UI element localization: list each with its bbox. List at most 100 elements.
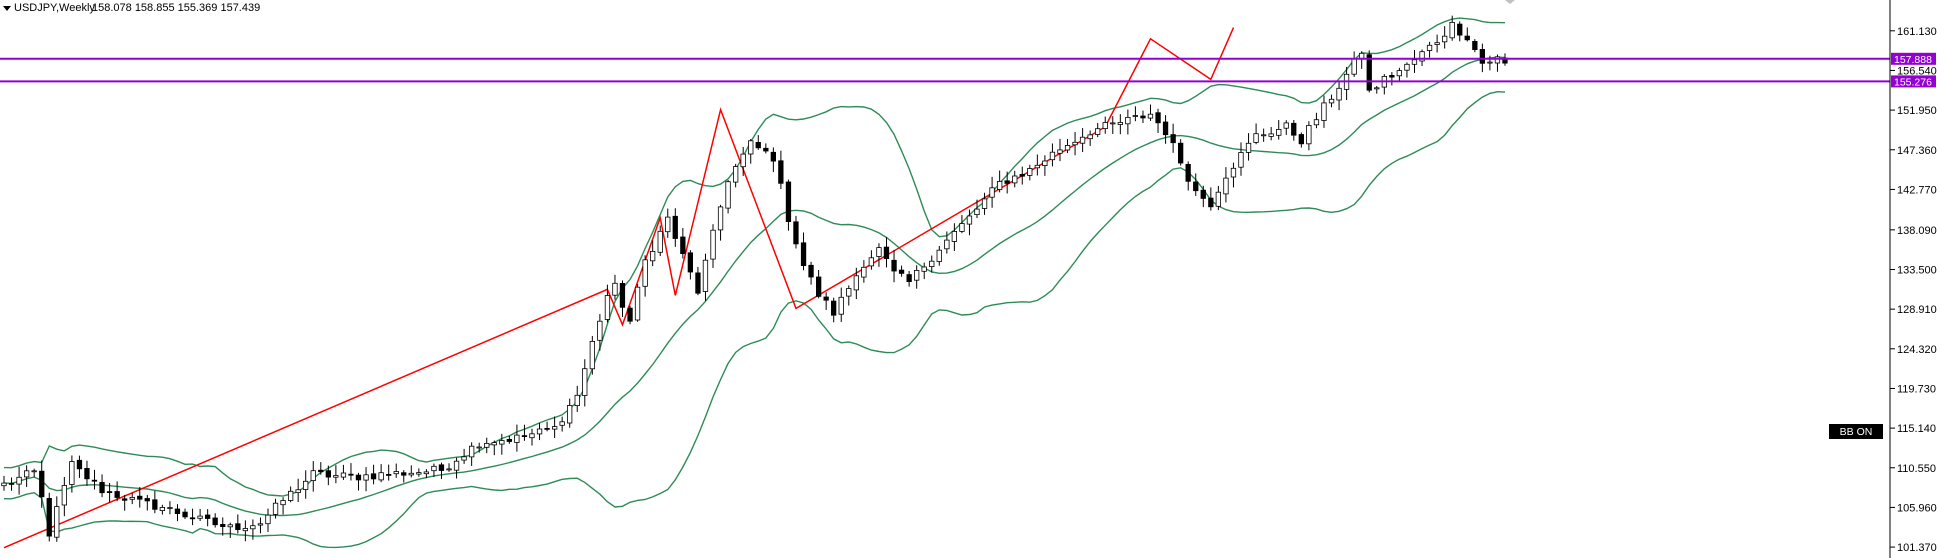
candle	[1087, 130, 1093, 146]
candle-body	[1261, 134, 1267, 137]
candle-body	[1404, 63, 1410, 71]
candle	[39, 460, 45, 508]
candle	[167, 501, 173, 515]
candle	[1034, 154, 1040, 176]
candle-body	[227, 524, 233, 528]
candle	[378, 464, 384, 483]
y-tick-label: 128.910	[1897, 304, 1937, 316]
candle	[1215, 185, 1221, 211]
candle-body	[129, 496, 135, 500]
candle-body	[552, 426, 558, 430]
candle	[506, 435, 513, 444]
candle	[257, 517, 264, 534]
candle-body	[8, 482, 15, 485]
candle	[627, 305, 633, 325]
candle-body	[1162, 121, 1169, 136]
candle-body	[182, 511, 188, 518]
candle	[1042, 155, 1048, 176]
candle-body	[1494, 56, 1501, 64]
candle-body	[838, 296, 844, 315]
candle-body	[23, 470, 30, 478]
candle	[1464, 27, 1470, 42]
price-axis[interactable]: 101.370 105.960 110.550 115.140 119.730 124.3…	[1890, 26, 1937, 554]
candle	[401, 470, 407, 483]
candle	[1178, 139, 1184, 166]
collapse-triangle-icon[interactable]	[3, 6, 11, 11]
y-tick-label: 110.550	[1897, 463, 1936, 475]
candle-body	[84, 467, 90, 480]
candle	[1396, 67, 1402, 82]
candle-body	[770, 151, 776, 162]
candle	[733, 163, 739, 188]
candle	[936, 245, 942, 266]
bb-toggle-label: BB ON	[1840, 426, 1873, 438]
candle	[355, 472, 362, 491]
candle-body	[1147, 113, 1154, 119]
candle-body	[1208, 197, 1214, 208]
price-level-badge-background	[1891, 75, 1936, 88]
candle	[650, 240, 656, 267]
price-level-badge-background	[1891, 52, 1936, 65]
candle-body	[295, 489, 301, 493]
candle-body	[1095, 128, 1101, 135]
candle	[567, 398, 573, 428]
candle-body	[114, 491, 120, 498]
candle-body	[1419, 51, 1425, 62]
candle-body	[476, 446, 482, 449]
candle	[740, 146, 746, 176]
candle	[800, 232, 807, 271]
candle	[574, 385, 580, 412]
candle	[363, 467, 369, 492]
candle-body	[914, 269, 920, 281]
candle	[197, 508, 203, 522]
candle	[929, 255, 935, 273]
candle-body	[1057, 149, 1063, 154]
candle	[69, 455, 75, 493]
candle	[951, 223, 957, 251]
candle	[898, 265, 905, 277]
candle-body	[1321, 102, 1327, 121]
bollinger-lower-line	[3, 90, 1506, 549]
horizontal-levels[interactable]	[0, 57, 1890, 83]
candle-body	[1276, 128, 1282, 136]
candle	[793, 215, 799, 249]
candle	[1321, 95, 1327, 128]
candle	[84, 460, 90, 486]
candle	[966, 209, 973, 236]
y-tick-label: 119.730	[1897, 384, 1936, 396]
candle-body	[1140, 115, 1146, 119]
candle	[1366, 50, 1372, 93]
candle-body	[1351, 58, 1357, 75]
candle-body	[1396, 70, 1402, 77]
candle	[634, 283, 641, 322]
candle-body	[1313, 119, 1320, 126]
candle-body	[16, 476, 22, 485]
y-tick-label: 142.770	[1897, 184, 1937, 196]
candle	[174, 504, 181, 522]
candle-body	[748, 140, 754, 155]
candle	[755, 135, 761, 150]
candlestick-series	[1, 15, 1508, 542]
candle	[770, 147, 776, 173]
candle-body	[506, 438, 513, 442]
candle-body	[687, 252, 693, 273]
candle	[106, 482, 113, 503]
candle-body	[167, 507, 173, 509]
candle	[1125, 109, 1131, 135]
candle-body	[212, 517, 218, 526]
bb-toggle-button[interactable]: BB ON	[1829, 424, 1883, 439]
candle-body	[69, 461, 75, 485]
candle-body	[1442, 35, 1448, 43]
candle	[235, 514, 241, 534]
candle	[1147, 104, 1154, 121]
candle-body	[1012, 175, 1018, 184]
candle	[476, 442, 482, 453]
candle	[1185, 161, 1191, 191]
candle	[468, 442, 475, 466]
candle	[544, 421, 550, 432]
candle	[1155, 108, 1161, 133]
candle	[914, 265, 920, 289]
candle	[333, 465, 339, 484]
